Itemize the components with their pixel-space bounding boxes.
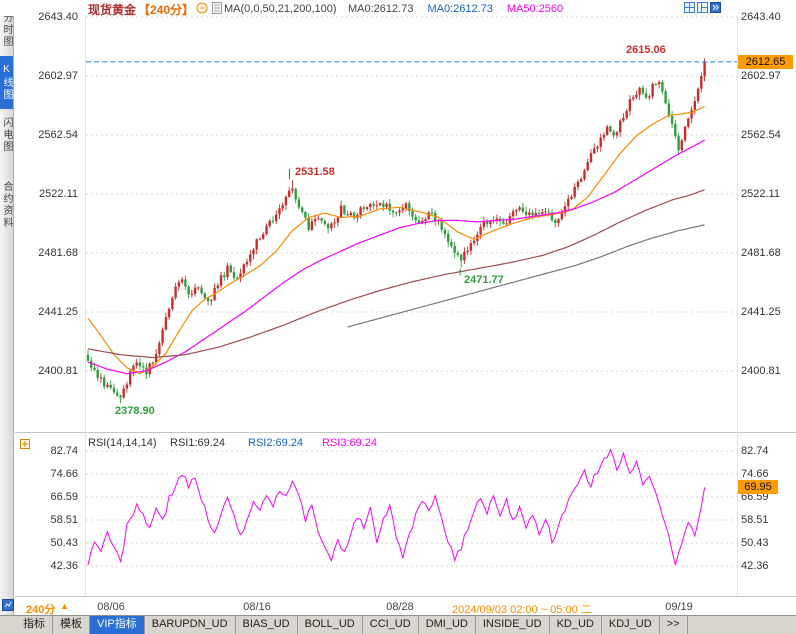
indicator-tab-bar: 指标 模板 VIP指标 BARUPDN_UD BIAS_UD BOLL_UD CCI_UD D… <box>0 615 796 634</box>
time-axis-label: 08/16 <box>243 601 271 613</box>
rsi1-value: RSI1:69.24 <box>170 437 226 449</box>
rsi-axis-label: 82.74 <box>741 445 769 457</box>
bottom-tab[interactable]: VIP指标 <box>90 616 145 634</box>
rsi-axis-label: 74.66 <box>50 468 78 480</box>
rsi-axis-label: 58.51 <box>741 514 769 526</box>
price-axis-label: 2441.25 <box>38 305 78 318</box>
ma-value-label: MA0:2612.73 <box>427 3 493 15</box>
rsi-axis-label: 50.43 <box>50 537 78 550</box>
bottom-tab[interactable]: 模板 <box>53 616 90 634</box>
price-axis-label: 2481.68 <box>741 246 781 259</box>
price-axis-label: 2522.11 <box>39 187 78 200</box>
sidebar-tab[interactable]: 合约资料 <box>1 181 12 229</box>
rsi-axis-label: 74.66 <box>741 468 769 480</box>
note-icon[interactable] <box>212 2 222 14</box>
bottom-tab[interactable]: INSIDE_UD <box>476 616 550 634</box>
bottom-tab[interactable]: BARUPDN_UD <box>145 616 236 634</box>
rsi2-value: RSI2:69.24 <box>248 437 304 449</box>
collapse-icon[interactable] <box>196 2 208 14</box>
price-axis-label: 2441.25 <box>741 305 781 318</box>
price-axis-label: 2481.68 <box>38 246 78 259</box>
chart-header: 现货黄金 【240分】 MA(0,0,50,21,200,100) MA0:26… <box>0 0 796 17</box>
rsi-title: RSI(14,14,14) <box>88 437 157 449</box>
timeframe-icon[interactable] <box>2 599 14 611</box>
time-axis-label: 08/28 <box>386 601 414 613</box>
rsi-axis-label: 58.51 <box>50 514 78 526</box>
crosshair-time-label: 2024/09/03 02:00 ~ 05:00 二 <box>452 604 592 616</box>
price-axis-label: 2400.81 <box>38 365 78 377</box>
annotation-swing-high: 2531.58 <box>295 166 335 178</box>
forward-icon[interactable] <box>710 2 721 13</box>
bottom-tab[interactable]: >> <box>660 616 688 634</box>
indicator-settings-icon[interactable] <box>20 439 30 449</box>
rsi3-value: RSI3:69.24 <box>322 437 378 449</box>
layout-icon[interactable] <box>697 2 708 13</box>
bottom-tab[interactable]: CCI_UD <box>363 616 419 634</box>
price-axis-label: 2643.40 <box>741 11 781 23</box>
sidebar-tab[interactable]: K线图 <box>0 56 13 109</box>
bottom-tab[interactable]: 指标 <box>16 616 53 634</box>
ma-values: MA0:2612.73 MA0:2612.73 MA50:2560 <box>348 3 577 15</box>
bottom-tab[interactable]: KD_UD <box>550 616 602 634</box>
time-axis-label: 09/19 <box>665 601 693 613</box>
timeframe-arrow-icon[interactable]: ▲ <box>60 601 69 611</box>
annotation-low: 2378.90 <box>115 405 155 417</box>
rsi-axis-label: 50.43 <box>741 537 769 550</box>
sidebar: 分时图 K线图闪电图合约资料 <box>0 0 14 634</box>
symbol-period: 【240分】 <box>138 3 195 17</box>
bottom-tab[interactable]: DMI_UD <box>419 616 476 634</box>
price-axis-label: 2400.81 <box>741 365 781 377</box>
grid-icon[interactable] <box>684 2 695 13</box>
rsi-badge: 69.95 <box>738 480 778 494</box>
price-axis-label: 2602.97 <box>38 69 78 82</box>
rsi-axis-label: 82.74 <box>50 445 78 457</box>
bottom-tab[interactable]: KDJ_UD <box>602 616 660 634</box>
price-axis-label: 2643.40 <box>38 11 78 23</box>
rsi-axis-label: 42.36 <box>50 559 78 572</box>
annotation-swing-low: 2471.77 <box>464 274 504 286</box>
ma-settings-label: MA(0,0,50,21,200,100) <box>224 3 337 15</box>
symbol-title: 现货黄金 <box>88 3 137 17</box>
annotation-high: 2615.06 <box>626 44 666 56</box>
rsi-axis-label: 66.59 <box>50 490 78 503</box>
sidebar-tab[interactable]: 分时图 <box>1 12 12 48</box>
price-axis-label: 2522.11 <box>741 187 780 200</box>
price-axis-label: 2602.97 <box>741 69 781 82</box>
bottom-tab[interactable]: BOLL_UD <box>298 616 363 634</box>
price-axis-label: 2562.54 <box>38 128 78 141</box>
ma-value-label: MA0:2612.73 <box>348 3 414 15</box>
sidebar-tab[interactable]: 闪电图 <box>1 117 12 153</box>
price-badge: 2612.65 <box>738 55 793 69</box>
rsi-axis-label: 42.36 <box>741 559 769 572</box>
time-axis-label: 08/06 <box>97 601 125 613</box>
timeframe-label[interactable]: 240分 <box>26 604 56 616</box>
bottom-tab[interactable]: BIAS_UD <box>236 616 298 634</box>
ma-value-label: MA50:2560 <box>506 3 564 15</box>
price-axis-label: 2562.54 <box>741 128 781 141</box>
